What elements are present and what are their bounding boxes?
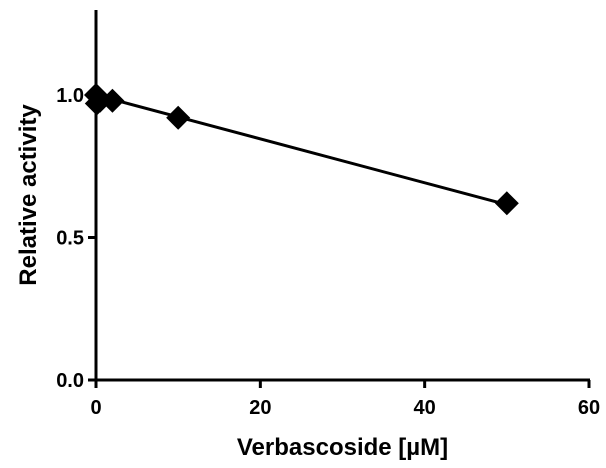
data-point-diamond <box>88 88 113 113</box>
fit-line <box>95 93 508 207</box>
data-point-diamond <box>100 88 125 113</box>
x-tick-label: 0 <box>90 397 101 419</box>
y-tick-label: 0.0 <box>56 370 84 392</box>
x-ticks: 0 20 40 60 <box>90 380 600 419</box>
x-tick-label: 40 <box>414 397 436 419</box>
axes <box>94 10 590 382</box>
x-tick-label: 60 <box>578 397 600 419</box>
fit-line-group <box>95 93 508 207</box>
y-axis-title: Relative activity <box>15 104 42 286</box>
data-points <box>84 83 519 216</box>
y-tick-label: 0.5 <box>56 228 84 250</box>
x-tick-label: 20 <box>249 397 271 419</box>
x-axis-title: Verbascoside [µM] <box>237 434 448 461</box>
y-ticks: 0.0 0.5 1.0 <box>56 85 96 392</box>
y-tick-label: 1.0 <box>56 85 84 107</box>
data-point-diamond <box>494 191 519 216</box>
data-point-diamond <box>166 105 191 130</box>
